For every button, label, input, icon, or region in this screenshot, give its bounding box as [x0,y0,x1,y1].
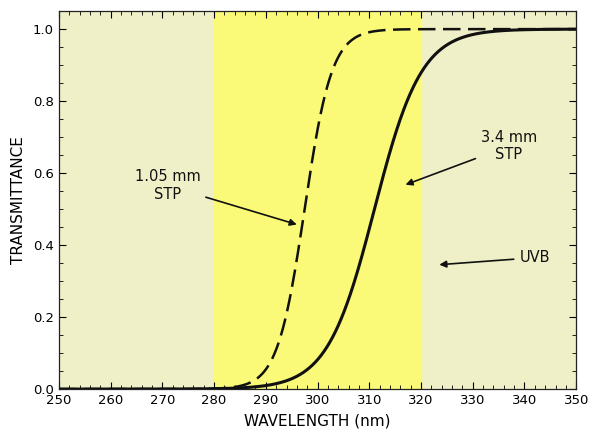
Text: 3.4 mm
STP: 3.4 mm STP [407,130,537,185]
Text: UVB: UVB [441,250,550,267]
Y-axis label: TRANSMITTANCE: TRANSMITTANCE [11,136,26,264]
X-axis label: WAVELENGTH (nm): WAVELENGTH (nm) [244,414,391,429]
Text: 1.05 mm
STP: 1.05 mm STP [134,169,295,225]
Bar [214,11,421,389]
